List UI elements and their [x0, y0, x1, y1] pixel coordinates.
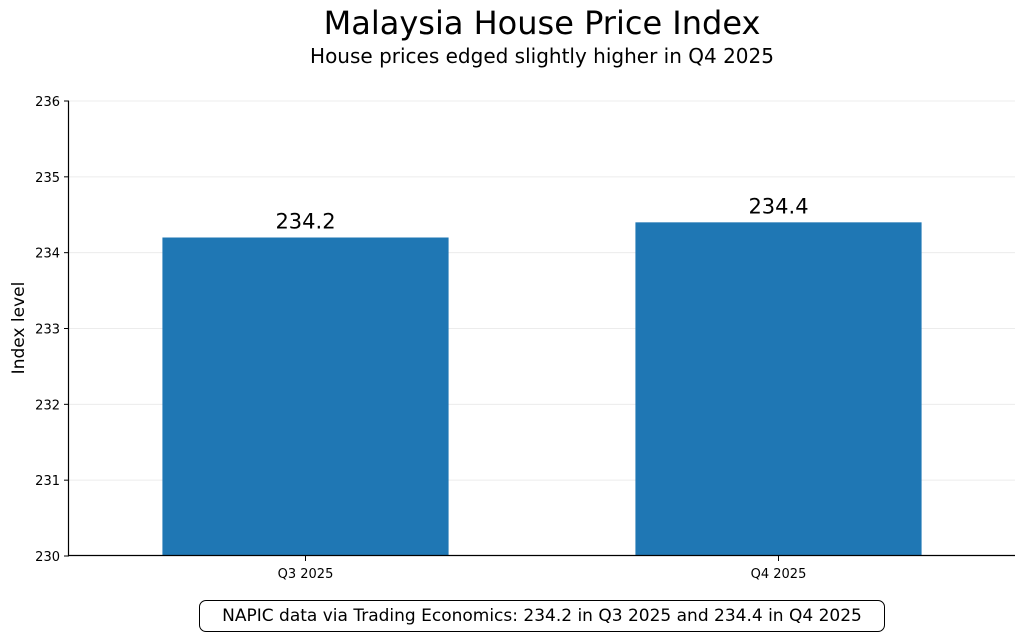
y-tick-label: 231 — [35, 474, 60, 489]
bar-value-label: 234.4 — [748, 194, 808, 218]
bar-chart: 230 231 232 233 234 235 236 Q3 2025 Q4 2025 234… — [9, 95, 1015, 582]
y-tick-label: 235 — [35, 171, 60, 186]
y-tick-label: 234 — [35, 247, 60, 262]
bars — [162, 222, 922, 557]
x-tick-label: Q4 2025 — [751, 567, 807, 582]
x-ticks: Q3 2025 Q4 2025 — [278, 556, 807, 582]
chart-title: Malaysia House Price Index — [323, 4, 761, 42]
y-tick-label: 230 — [35, 550, 60, 565]
data-labels: 234.2 234.4 — [275, 194, 808, 233]
x-tick-label: Q3 2025 — [278, 567, 334, 582]
bar — [635, 222, 922, 557]
y-tick-label: 232 — [35, 398, 60, 413]
source-footnote: NAPIC data via Trading Economics: 234.2 … — [199, 600, 885, 632]
y-ticks: 230 231 232 233 234 235 236 — [35, 95, 69, 565]
chart-subtitle: House prices edged slightly higher in Q4… — [310, 44, 774, 68]
y-tick-label: 233 — [35, 323, 60, 338]
bar — [162, 237, 449, 556]
bar-value-label: 234.2 — [275, 210, 335, 234]
y-tick-label: 236 — [35, 95, 60, 110]
y-axis-label: Index level — [9, 282, 29, 375]
